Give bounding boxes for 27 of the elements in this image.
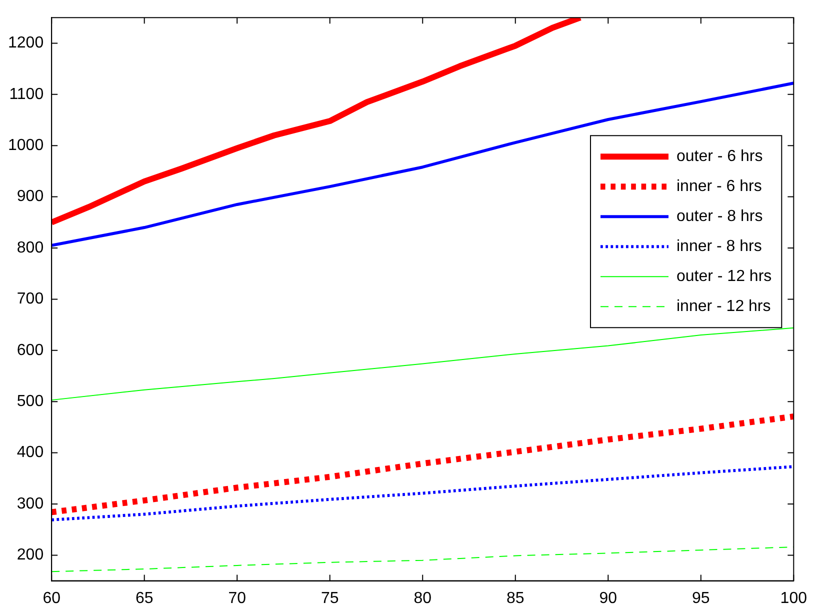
- legend-label: inner - 8 hrs: [676, 238, 762, 256]
- legend-label: inner - 12 hrs: [676, 298, 771, 316]
- legend-label: outer - 8 hrs: [676, 208, 763, 226]
- y-tick-label: 400: [16, 444, 44, 462]
- x-tick-label: 80: [414, 590, 432, 607]
- line-series: [52, 465, 794, 522]
- y-tick-label: 700: [16, 290, 44, 308]
- y-tick-label: 800: [16, 239, 44, 256]
- x-tick-label: 60: [42, 590, 61, 607]
- y-tick-label: 900: [16, 188, 44, 206]
- x-tick-label: 85: [506, 590, 524, 607]
- x-tick-label: 70: [228, 590, 246, 607]
- x-tick-label: 90: [599, 590, 618, 607]
- x-tick-label: 75: [320, 590, 339, 607]
- y-tick-label: 500: [16, 393, 44, 410]
- x-tick-label: 65: [135, 590, 154, 607]
- y-tick-label: 1100: [9, 86, 44, 103]
- y-tick-label: 200: [16, 546, 44, 564]
- legend-label: inner - 6 hrs: [676, 178, 762, 196]
- y-tick-label: 300: [16, 495, 44, 512]
- y-tick-label: 1200: [8, 34, 44, 52]
- legend-label: outer - 6 hrs: [676, 148, 763, 166]
- x-tick-label: 100: [780, 590, 808, 607]
- y-tick-label: 600: [16, 342, 44, 359]
- y-tick-label: 1000: [8, 137, 44, 154]
- x-tick-label: 95: [692, 590, 710, 607]
- legend-label: outer - 12 hrs: [676, 268, 772, 286]
